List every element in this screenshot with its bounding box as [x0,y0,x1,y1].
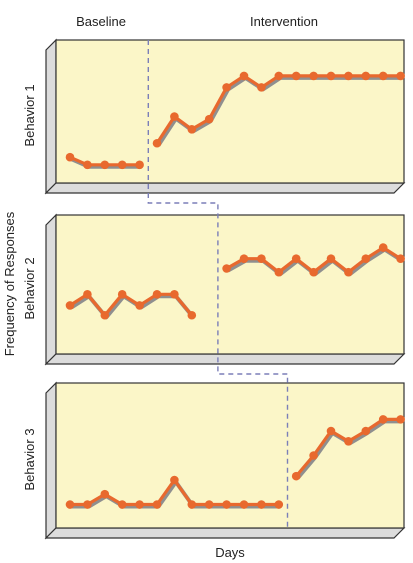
data-point-baseline-day-11 [239,500,249,509]
data-point-intervention-day-20 [396,415,405,424]
data-point-baseline-day-1 [65,152,75,162]
data-point-baseline-day-5 [135,160,144,170]
data-point-baseline-day-8 [187,500,197,509]
data-point-baseline-day-2 [83,290,92,299]
data-point-baseline-day-7 [170,290,179,299]
data-point-baseline-day-1 [65,500,75,509]
data-point-intervention-day-19 [378,415,388,424]
phase-label-baseline: Baseline [76,14,126,29]
data-point-baseline-day-4 [117,500,127,509]
panel-2 [44,213,406,366]
data-point-intervention-day-18 [361,71,371,81]
panel-3 [44,381,406,540]
panel-face [55,39,405,184]
panel-side-wall [45,213,57,366]
panel-label-2: Behavior 2 [22,257,37,319]
panel-floor [44,527,406,539]
data-point-intervention-day-10 [222,83,231,92]
phase-label-intervention: Intervention [250,14,318,29]
data-point-baseline-day-6 [152,500,162,509]
phase-change-line [147,40,289,528]
data-point-baseline-day-10 [222,500,231,509]
data-point-intervention-day-9 [204,114,214,124]
data-point-intervention-day-19 [378,243,388,252]
panel-side-wall [45,38,57,195]
data-point-intervention-day-13 [274,71,284,81]
data-point-intervention-day-15 [309,267,318,277]
data-point-baseline-day-5 [135,301,144,310]
data-point-baseline-day-3 [100,160,110,170]
series-1-baseline [65,152,144,170]
panel-face [55,214,405,355]
data-point-intervention-day-15 [309,71,318,81]
data-point-intervention-day-14 [291,71,301,81]
data-point-intervention-day-15 [309,451,318,460]
data-point-intervention-day-16 [326,71,336,81]
data-point-intervention-day-17 [344,71,353,81]
data-point-intervention-day-16 [326,426,336,436]
data-point-baseline-day-6 [152,290,162,299]
data-point-intervention-day-18 [361,426,371,436]
data-point-baseline-day-4 [117,290,127,299]
data-point-baseline-day-1 [65,301,75,310]
data-point-intervention-day-12 [257,83,266,92]
data-point-intervention-day-13 [274,267,284,277]
data-point-intervention-day-14 [291,254,301,263]
data-point-intervention-day-20 [396,254,405,263]
series-2-baseline [65,290,197,320]
series-2-intervention [222,243,405,277]
data-point-intervention-day-11 [239,71,249,81]
panel-1 [44,38,406,195]
data-point-baseline-day-13 [274,500,284,509]
data-point-intervention-day-18 [361,254,371,263]
data-point-baseline-day-3 [100,489,110,499]
data-point-intervention-day-17 [344,437,353,446]
data-point-baseline-day-3 [100,310,110,320]
data-point-baseline-day-4 [117,160,127,170]
data-point-intervention-day-14 [291,471,301,481]
data-point-intervention-day-8 [187,124,197,134]
data-point-baseline-day-7 [170,475,179,485]
data-point-intervention-day-12 [257,254,266,263]
data-point-baseline-day-12 [257,500,266,509]
data-point-baseline-day-9 [204,500,214,509]
panel-floor [44,182,406,194]
data-point-intervention-day-11 [239,254,249,263]
series-3-baseline [65,475,284,509]
series-1-intervention [152,71,405,148]
data-point-intervention-day-20 [396,71,405,81]
panel-label-3: Behavior 3 [22,428,37,490]
y-axis-label: Frequency of Responses [2,211,17,356]
data-point-intervention-day-19 [378,71,388,81]
data-point-intervention-day-10 [222,264,231,273]
data-point-baseline-day-5 [135,500,144,509]
panel-side-wall [45,381,57,540]
data-point-baseline-day-2 [83,500,92,509]
data-point-intervention-day-6 [152,138,162,148]
data-point-intervention-day-16 [326,254,336,263]
series-3-intervention [291,415,405,481]
panel-label-1: Behavior 1 [22,84,37,146]
x-axis-label: Days [215,545,245,560]
data-point-baseline-day-8 [187,310,197,320]
panel-floor [44,353,406,365]
data-point-intervention-day-17 [344,267,353,277]
data-point-baseline-day-2 [83,160,92,170]
data-point-intervention-day-7 [170,112,179,121]
